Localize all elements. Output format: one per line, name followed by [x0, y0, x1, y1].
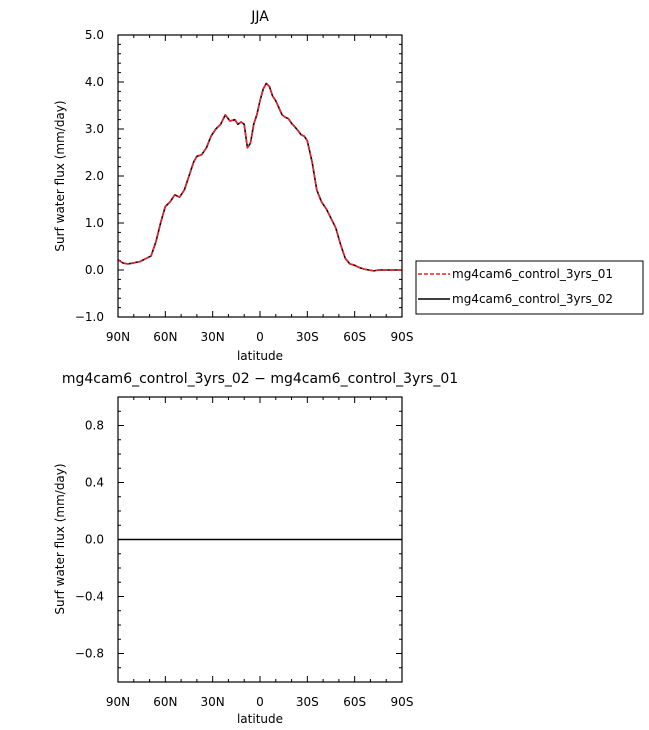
- x-tick-label: 30S: [296, 695, 319, 709]
- y-axis-label: Surf water flux (mm/day): [53, 463, 67, 614]
- legend: mg4cam6_control_3yrs_01 mg4cam6_control_…: [415, 260, 644, 315]
- x-axis-label: latitude: [237, 349, 283, 363]
- x-tick-label: 30N: [201, 330, 225, 344]
- y-tick-label: 5.0: [85, 28, 104, 42]
- y-tick-label: 2.0: [85, 169, 104, 183]
- legend-label-series-1: mg4cam6_control_3yrs_01: [452, 267, 613, 281]
- y-tick-label: 0.0: [85, 263, 104, 277]
- x-tick-label: 90N: [106, 695, 130, 709]
- x-tick-label: 60N: [153, 695, 177, 709]
- y-tick-label: 1.0: [85, 216, 104, 230]
- panel-bottom: mg4cam6_control_3yrs_02 − mg4cam6_contro…: [53, 371, 458, 726]
- series-group: [117, 82, 402, 272]
- x-axis-label: latitude: [237, 712, 283, 726]
- chart-title: JJA: [250, 9, 269, 25]
- chart-title: mg4cam6_control_3yrs_02 − mg4cam6_contro…: [62, 371, 458, 387]
- x-tick-label: 0: [256, 695, 264, 709]
- y-tick-label: −0.8: [75, 647, 104, 661]
- plot-frame: [117, 396, 403, 683]
- y-axis-label: Surf water flux (mm/day): [53, 100, 67, 251]
- y-tick-label: −0.4: [75, 590, 104, 604]
- plot-frame: [117, 34, 403, 318]
- legend-label-series-2: mg4cam6_control_3yrs_02: [452, 292, 613, 306]
- axis-ticks: 90N 60N 30N 0 30S 60S 90S −0.8 −0.4 0.0 0.4 0.8: [75, 396, 414, 709]
- series-line-1: [117, 82, 402, 272]
- x-tick-label: 30N: [201, 695, 225, 709]
- x-tick-label: 90N: [106, 330, 130, 344]
- y-tick-label: 3.0: [85, 122, 104, 136]
- x-tick-label: 30S: [296, 330, 319, 344]
- x-tick-label: 60N: [153, 330, 177, 344]
- y-tick-label: 4.0: [85, 75, 104, 89]
- y-tick-label: 0.8: [85, 419, 104, 433]
- axis-ticks: 90N 60N 30N 0 30S 60S 90S −1.0 0.0 1.0 2.0 3.0 4.0 5.…: [75, 28, 414, 344]
- x-tick-label: 90S: [391, 695, 414, 709]
- x-tick-label: 90S: [391, 330, 414, 344]
- y-tick-label: 0.4: [85, 476, 104, 490]
- series-line-2: [117, 82, 402, 272]
- x-tick-label: 60S: [343, 695, 366, 709]
- y-tick-label: 0.0: [85, 533, 104, 547]
- legend-box: [415, 260, 644, 315]
- panel-top: JJA Surf water flux (mm/day) latitude 90…: [53, 9, 413, 363]
- y-tick-label: −1.0: [75, 310, 104, 324]
- x-tick-label: 0: [256, 330, 264, 344]
- x-tick-label: 60S: [343, 330, 366, 344]
